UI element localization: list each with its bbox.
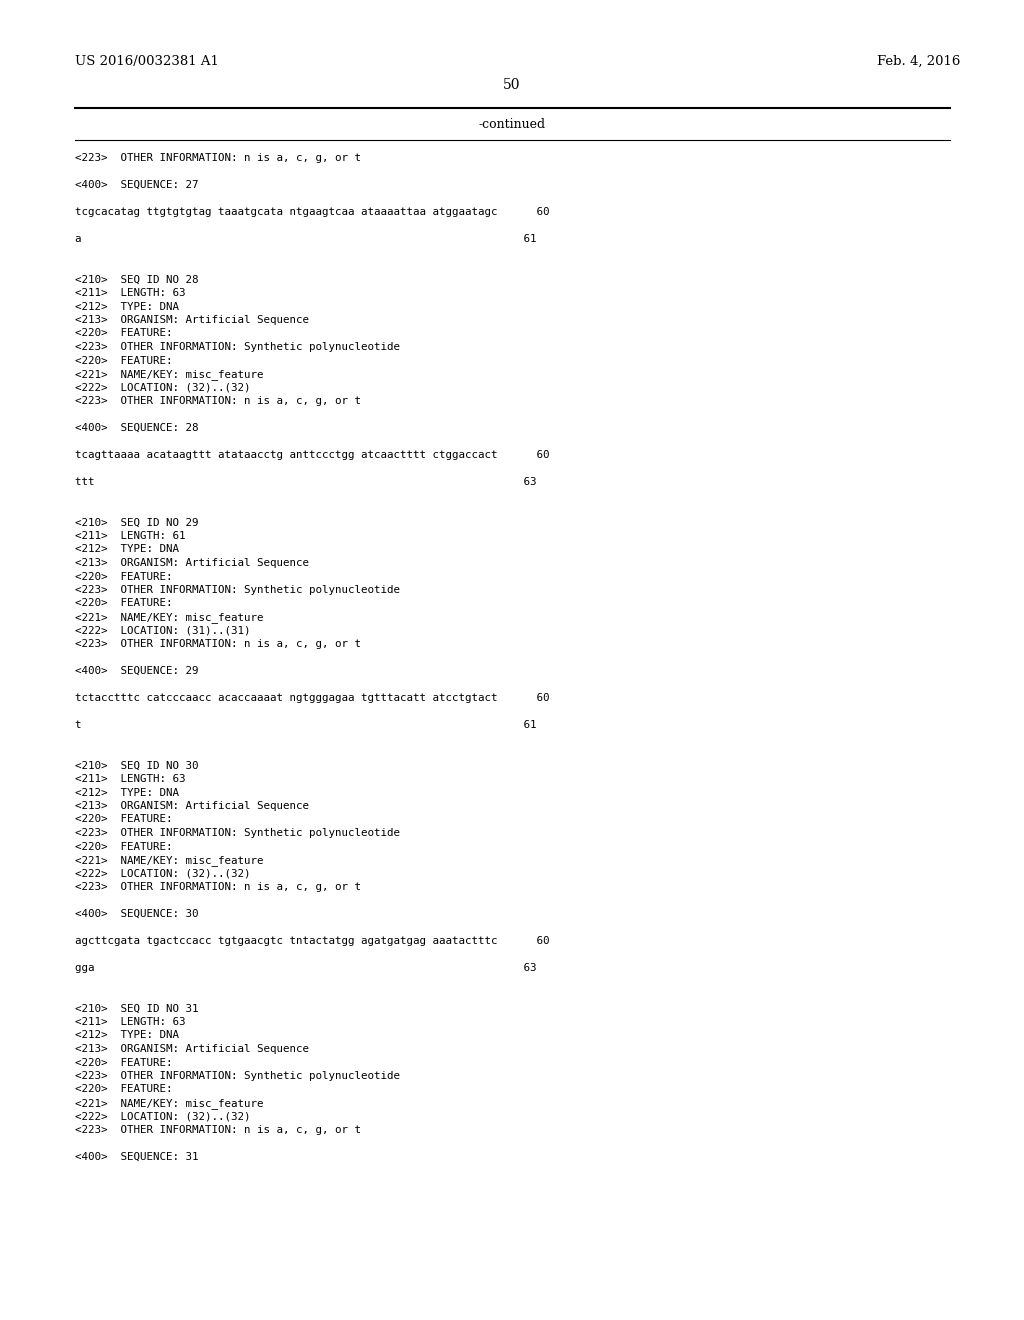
Text: <210>  SEQ ID NO 28: <210> SEQ ID NO 28 xyxy=(75,275,199,285)
Text: <210>  SEQ ID NO 31: <210> SEQ ID NO 31 xyxy=(75,1003,199,1014)
Text: tctacctttc catcccaacc acaccaaaat ngtgggagaa tgtttacatt atcctgtact      60: tctacctttc catcccaacc acaccaaaat ngtggga… xyxy=(75,693,550,704)
Text: <213>  ORGANISM: Artificial Sequence: <213> ORGANISM: Artificial Sequence xyxy=(75,1044,309,1053)
Text: <220>  FEATURE:: <220> FEATURE: xyxy=(75,814,172,825)
Text: <211>  LENGTH: 61: <211> LENGTH: 61 xyxy=(75,531,185,541)
Text: <222>  LOCATION: (32)..(32): <222> LOCATION: (32)..(32) xyxy=(75,1111,251,1122)
Text: <211>  LENGTH: 63: <211> LENGTH: 63 xyxy=(75,1016,185,1027)
Text: <212>  TYPE: DNA: <212> TYPE: DNA xyxy=(75,788,179,797)
Text: <211>  LENGTH: 63: <211> LENGTH: 63 xyxy=(75,288,185,298)
Text: <220>  FEATURE:: <220> FEATURE: xyxy=(75,1085,172,1094)
Text: <220>  FEATURE:: <220> FEATURE: xyxy=(75,1057,172,1068)
Text: <223>  OTHER INFORMATION: n is a, c, g, or t: <223> OTHER INFORMATION: n is a, c, g, o… xyxy=(75,396,361,407)
Text: a                                                                    61: a 61 xyxy=(75,234,537,244)
Text: US 2016/0032381 A1: US 2016/0032381 A1 xyxy=(75,55,219,69)
Text: tcagttaaaa acataagttt atataacctg anttccctgg atcaactttt ctggaccact      60: tcagttaaaa acataagttt atataacctg anttccc… xyxy=(75,450,550,459)
Text: Feb. 4, 2016: Feb. 4, 2016 xyxy=(877,55,961,69)
Text: <220>  FEATURE:: <220> FEATURE: xyxy=(75,572,172,582)
Text: <223>  OTHER INFORMATION: n is a, c, g, or t: <223> OTHER INFORMATION: n is a, c, g, o… xyxy=(75,639,361,649)
Text: <212>  TYPE: DNA: <212> TYPE: DNA xyxy=(75,544,179,554)
Text: <223>  OTHER INFORMATION: Synthetic polynucleotide: <223> OTHER INFORMATION: Synthetic polyn… xyxy=(75,585,400,595)
Text: <221>  NAME/KEY: misc_feature: <221> NAME/KEY: misc_feature xyxy=(75,370,263,380)
Text: <220>  FEATURE:: <220> FEATURE: xyxy=(75,598,172,609)
Text: <213>  ORGANISM: Artificial Sequence: <213> ORGANISM: Artificial Sequence xyxy=(75,558,309,568)
Text: <210>  SEQ ID NO 30: <210> SEQ ID NO 30 xyxy=(75,760,199,771)
Text: <211>  LENGTH: 63: <211> LENGTH: 63 xyxy=(75,774,185,784)
Text: gga                                                                  63: gga 63 xyxy=(75,964,537,973)
Text: <400>  SEQUENCE: 29: <400> SEQUENCE: 29 xyxy=(75,667,199,676)
Text: <223>  OTHER INFORMATION: n is a, c, g, or t: <223> OTHER INFORMATION: n is a, c, g, o… xyxy=(75,882,361,892)
Text: <223>  OTHER INFORMATION: Synthetic polynucleotide: <223> OTHER INFORMATION: Synthetic polyn… xyxy=(75,342,400,352)
Text: <221>  NAME/KEY: misc_feature: <221> NAME/KEY: misc_feature xyxy=(75,1098,263,1109)
Text: <212>  TYPE: DNA: <212> TYPE: DNA xyxy=(75,1031,179,1040)
Text: <221>  NAME/KEY: misc_feature: <221> NAME/KEY: misc_feature xyxy=(75,855,263,866)
Text: <220>  FEATURE:: <220> FEATURE: xyxy=(75,355,172,366)
Text: tcgcacatag ttgtgtgtag taaatgcata ntgaagtcaa ataaaattaa atggaatagc      60: tcgcacatag ttgtgtgtag taaatgcata ntgaagt… xyxy=(75,207,550,216)
Text: <212>  TYPE: DNA: <212> TYPE: DNA xyxy=(75,301,179,312)
Text: <220>  FEATURE:: <220> FEATURE: xyxy=(75,842,172,851)
Text: <221>  NAME/KEY: misc_feature: <221> NAME/KEY: misc_feature xyxy=(75,612,263,623)
Text: <210>  SEQ ID NO 29: <210> SEQ ID NO 29 xyxy=(75,517,199,528)
Text: <400>  SEQUENCE: 27: <400> SEQUENCE: 27 xyxy=(75,180,199,190)
Text: <223>  OTHER INFORMATION: Synthetic polynucleotide: <223> OTHER INFORMATION: Synthetic polyn… xyxy=(75,1071,400,1081)
Text: ttt                                                                  63: ttt 63 xyxy=(75,477,537,487)
Text: <400>  SEQUENCE: 30: <400> SEQUENCE: 30 xyxy=(75,909,199,919)
Text: t                                                                    61: t 61 xyxy=(75,719,537,730)
Text: agcttcgata tgactccacc tgtgaacgtc tntactatgg agatgatgag aaatactttc      60: agcttcgata tgactccacc tgtgaacgtc tntacta… xyxy=(75,936,550,946)
Text: <223>  OTHER INFORMATION: Synthetic polynucleotide: <223> OTHER INFORMATION: Synthetic polyn… xyxy=(75,828,400,838)
Text: 50: 50 xyxy=(503,78,521,92)
Text: <213>  ORGANISM: Artificial Sequence: <213> ORGANISM: Artificial Sequence xyxy=(75,315,309,325)
Text: <222>  LOCATION: (32)..(32): <222> LOCATION: (32)..(32) xyxy=(75,869,251,879)
Text: <220>  FEATURE:: <220> FEATURE: xyxy=(75,329,172,338)
Text: <222>  LOCATION: (31)..(31): <222> LOCATION: (31)..(31) xyxy=(75,626,251,635)
Text: <400>  SEQUENCE: 31: <400> SEQUENCE: 31 xyxy=(75,1152,199,1162)
Text: <222>  LOCATION: (32)..(32): <222> LOCATION: (32)..(32) xyxy=(75,383,251,392)
Text: -continued: -continued xyxy=(478,117,546,131)
Text: <213>  ORGANISM: Artificial Sequence: <213> ORGANISM: Artificial Sequence xyxy=(75,801,309,810)
Text: <400>  SEQUENCE: 28: <400> SEQUENCE: 28 xyxy=(75,422,199,433)
Text: <223>  OTHER INFORMATION: n is a, c, g, or t: <223> OTHER INFORMATION: n is a, c, g, o… xyxy=(75,153,361,162)
Text: <223>  OTHER INFORMATION: n is a, c, g, or t: <223> OTHER INFORMATION: n is a, c, g, o… xyxy=(75,1125,361,1135)
